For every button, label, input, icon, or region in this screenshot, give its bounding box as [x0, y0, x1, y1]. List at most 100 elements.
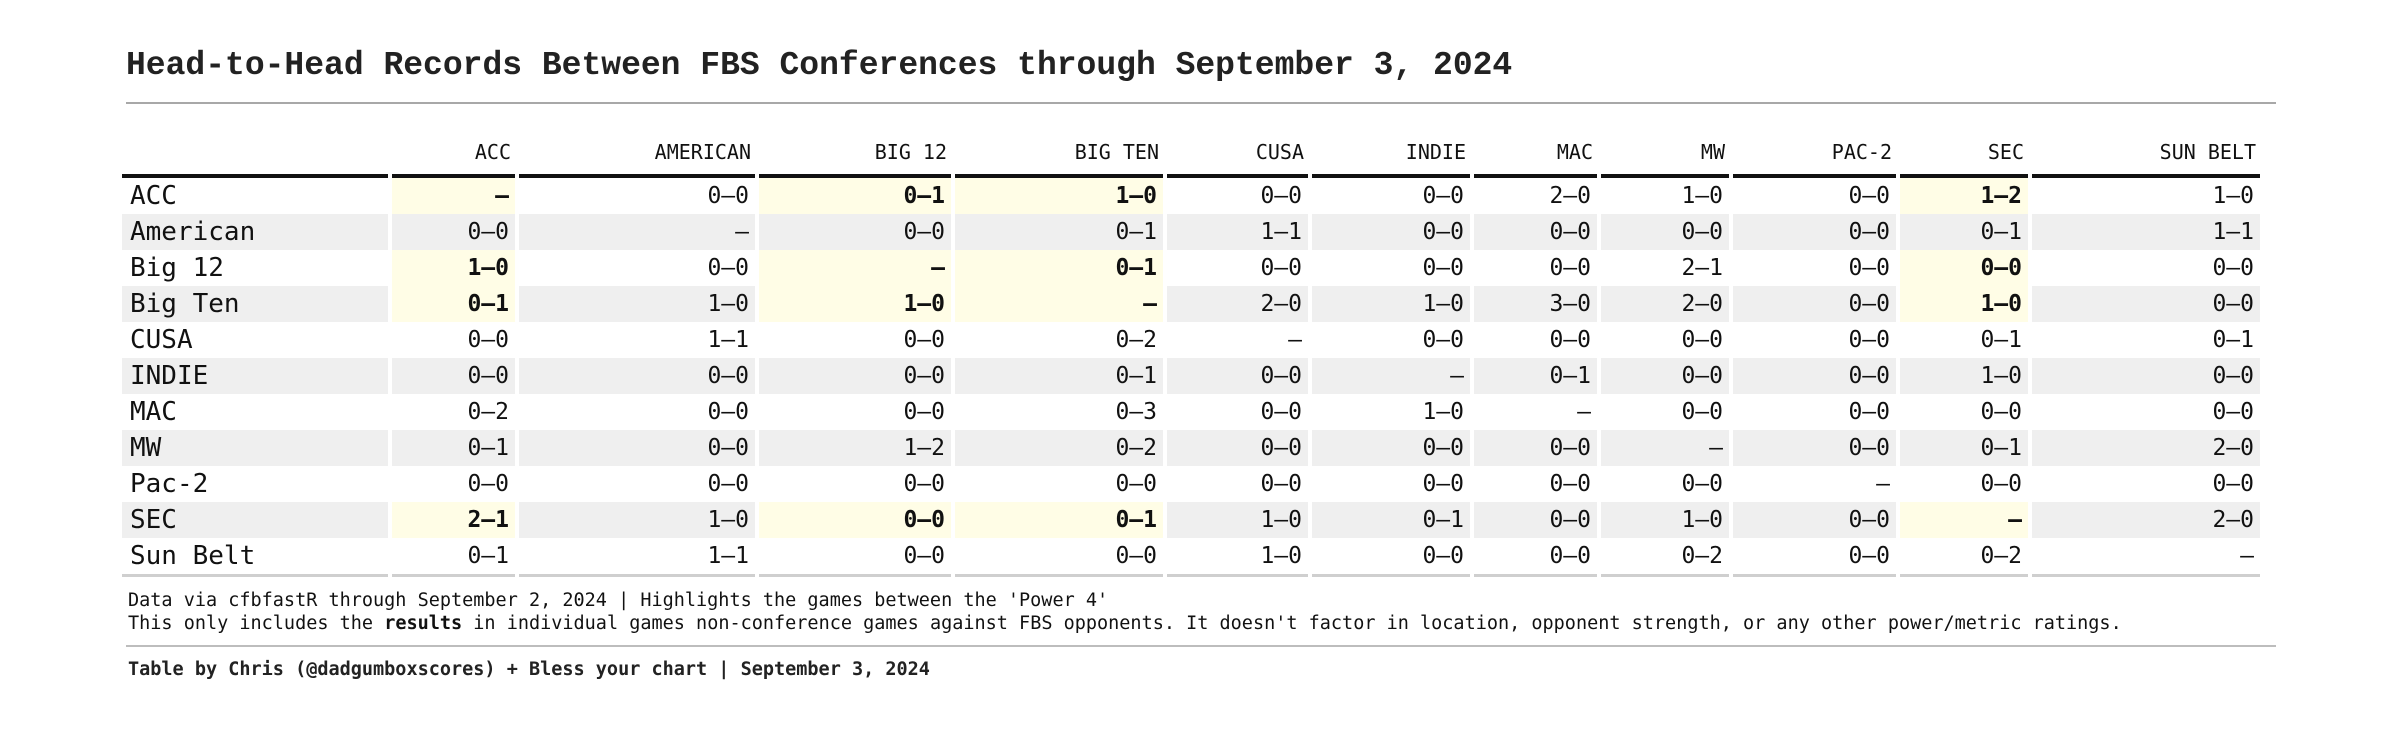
record-cell: 0–1	[1900, 430, 2028, 466]
column-header-american: AMERICAN	[519, 140, 755, 178]
record-cell: 1–0	[1601, 502, 1729, 538]
record-cell: 0–1	[955, 358, 1163, 394]
row-label: SEC	[122, 502, 388, 538]
record-cell: 1–2	[759, 430, 951, 466]
record-cell: 0–0	[392, 466, 515, 502]
record-cell: 0–0	[759, 322, 951, 358]
record-cell: 0–0	[1733, 358, 1896, 394]
record-cell: –	[1601, 430, 1729, 466]
record-cell: –	[955, 286, 1163, 322]
row-label: Sun Belt	[122, 538, 388, 577]
record-cell: 0–0	[1167, 178, 1308, 214]
record-cell: 0–0	[1312, 538, 1470, 577]
record-cell: 0–0	[1474, 250, 1597, 286]
record-cell: 1–0	[1900, 286, 2028, 322]
record-cell: 0–0	[1733, 394, 1896, 430]
record-cell: 0–0	[1601, 394, 1729, 430]
record-cell: 2–0	[2032, 430, 2260, 466]
record-cell: –	[2032, 538, 2260, 577]
record-cell: 0–0	[392, 322, 515, 358]
table-row: CUSA 0–0 1–1 0–0 0–2–0–0 0–0 0–0 0–0 0–1 0–1	[122, 322, 2260, 358]
credit-line: Table by Chris (@dadgumboxscores) + Bles…	[128, 659, 930, 680]
record-cell: 0–0	[1167, 394, 1308, 430]
record-cell: 0–0	[1733, 502, 1896, 538]
record-cell: 0–0	[1312, 430, 1470, 466]
record-cell: 0–0	[519, 394, 755, 430]
record-cell: –	[519, 214, 755, 250]
method-note: This only includes the results in indivi…	[128, 612, 2288, 635]
record-cell: 0–0	[2032, 286, 2260, 322]
record-cell: 0–0	[759, 466, 951, 502]
column-header-mac: MAC	[1474, 140, 1597, 178]
column-header-cusa: CUSA	[1167, 140, 1308, 178]
record-cell: 2–0	[1474, 178, 1597, 214]
row-label: Big Ten	[122, 286, 388, 322]
record-cell: 1–0	[1601, 178, 1729, 214]
record-cell: 1–0	[519, 502, 755, 538]
record-cell: 0–0	[1474, 538, 1597, 577]
record-cell: 1–0	[392, 250, 515, 286]
record-cell: 1–1	[519, 538, 755, 577]
column-header-sun-belt: SUN BELT	[2032, 140, 2260, 178]
table-row: Big 12 1–0 0–0–0–1 0–0 0–0 0–0 2–1 0–0 0–0 0–0	[122, 250, 2260, 286]
record-cell: 0–0	[1900, 466, 2028, 502]
record-cell: 0–0	[1312, 250, 1470, 286]
record-cell: 0–2	[1900, 538, 2028, 577]
record-cell: –	[1167, 322, 1308, 358]
record-cell: 0–0	[2032, 394, 2260, 430]
record-cell: 2–0	[2032, 502, 2260, 538]
record-cell: 0–0	[1474, 466, 1597, 502]
record-cell: 1–0	[759, 286, 951, 322]
record-cell: 0–0	[1733, 430, 1896, 466]
record-cell: 0–0	[1312, 214, 1470, 250]
method-note-pre: This only includes the	[128, 613, 385, 634]
record-cell: 0–0	[392, 358, 515, 394]
record-cell: 2–1	[392, 502, 515, 538]
record-cell: 0–1	[1474, 358, 1597, 394]
record-cell: 0–1	[955, 502, 1163, 538]
title-divider	[126, 102, 2276, 104]
column-header-acc: ACC	[392, 140, 515, 178]
method-note-bold: results	[384, 613, 463, 634]
record-cell: 0–1	[1900, 322, 2028, 358]
record-cell: –	[1733, 466, 1896, 502]
table-header-row: ACC AMERICAN BIG 12 BIG TEN CUSA INDIE MAC MW PA…	[122, 140, 2260, 178]
record-cell: 0–3	[955, 394, 1163, 430]
record-cell: –	[1474, 394, 1597, 430]
record-cell: 0–0	[1167, 250, 1308, 286]
column-header-mw: MW	[1601, 140, 1729, 178]
record-cell: 1–2	[1900, 178, 2028, 214]
column-header-pac-2: PAC-2	[1733, 140, 1896, 178]
record-cell: 0–0	[392, 214, 515, 250]
record-cell: 0–0	[2032, 358, 2260, 394]
record-cell: 0–0	[1167, 466, 1308, 502]
table-row: Big Ten 0–1 1–0 1–0–2–0 1–0 3–0 2–0 0–0 1–0 0–0	[122, 286, 2260, 322]
record-cell: 0–0	[1733, 538, 1896, 577]
column-header-indie: INDIE	[1312, 140, 1470, 178]
record-cell: 0–0	[519, 178, 755, 214]
row-label: Big 12	[122, 250, 388, 286]
record-cell: 0–0	[1733, 250, 1896, 286]
record-cell: 0–0	[519, 466, 755, 502]
record-cell: 0–0	[1474, 502, 1597, 538]
record-cell: 0–0	[1474, 322, 1597, 358]
row-header-blank	[122, 140, 388, 178]
table-body: ACC –0–0 0–1 1–0 0–0 0–0 2–0 1–0 0–0 1–2 1–0 Americ…	[122, 178, 2260, 577]
source-note: Data via cfbfastR through September 2, 2…	[128, 590, 1109, 611]
record-cell: 0–1	[759, 178, 951, 214]
record-cell: 0–0	[1601, 358, 1729, 394]
row-label: MW	[122, 430, 388, 466]
record-cell: –	[392, 178, 515, 214]
record-cell: 1–0	[955, 178, 1163, 214]
column-header-big-ten: BIG TEN	[955, 140, 1163, 178]
row-label: ACC	[122, 178, 388, 214]
record-cell: 0–0	[1733, 286, 1896, 322]
record-cell: 0–2	[1601, 538, 1729, 577]
record-cell: –	[1900, 502, 2028, 538]
record-cell: 3–0	[1474, 286, 1597, 322]
record-cell: 0–0	[2032, 466, 2260, 502]
record-cell: 0–1	[1312, 502, 1470, 538]
record-cell: 0–0	[1474, 430, 1597, 466]
table-row: Sun Belt 0–1 1–1 0–0 0–0 1–0 0–0 0–0 0–2 0–0 0–2–	[122, 538, 2260, 577]
record-cell: 0–1	[392, 430, 515, 466]
